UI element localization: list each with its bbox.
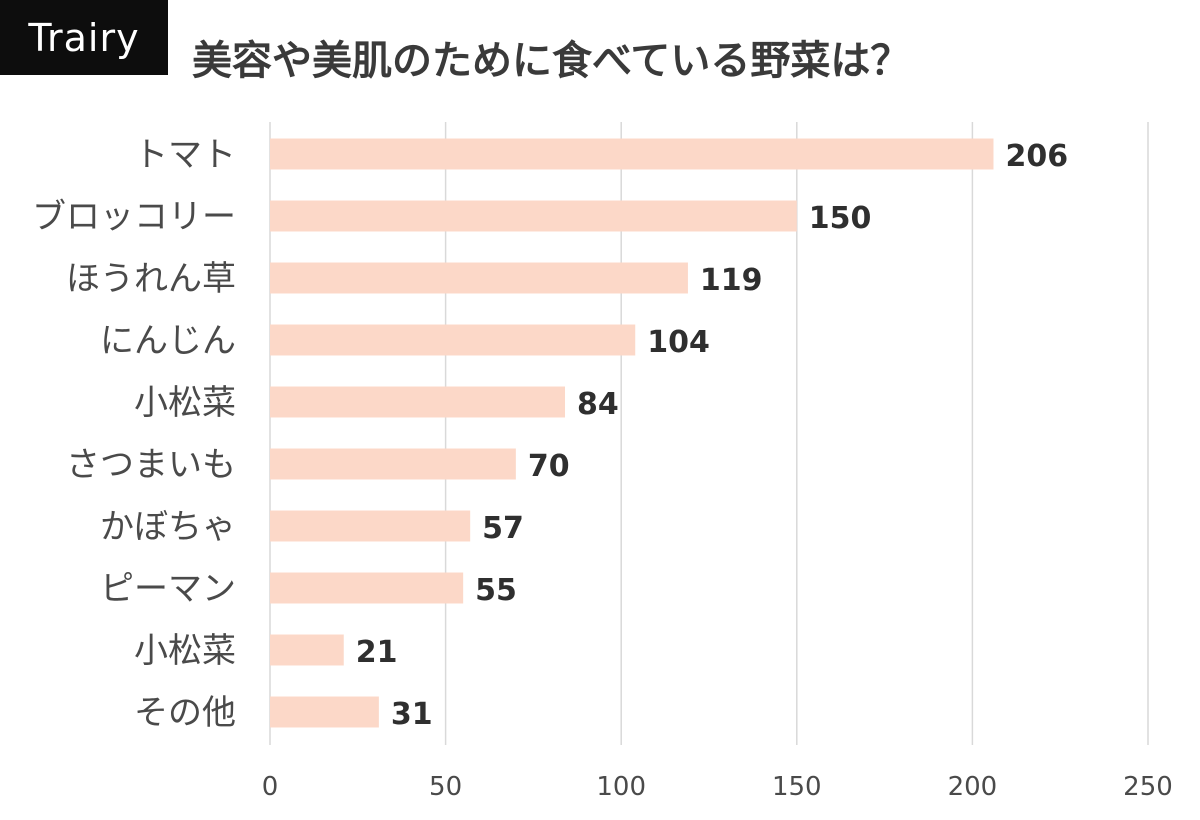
- category-label: ピーマン: [100, 569, 236, 609]
- value-label: 21: [356, 635, 398, 670]
- bar: [270, 138, 994, 170]
- bar: [270, 448, 516, 480]
- category-label: 小松菜: [134, 383, 236, 423]
- category-label: ブロッコリー: [32, 197, 236, 237]
- category-label: さつまいも: [66, 445, 236, 485]
- x-tick-label: 250: [1123, 772, 1173, 802]
- chart-title: 美容や美肌のために食べている野菜は？: [192, 38, 911, 84]
- category-label: 小松菜: [134, 631, 236, 671]
- value-label: 104: [647, 325, 710, 360]
- category-label: にんじん: [100, 321, 236, 361]
- value-label: 150: [809, 201, 872, 236]
- bar: [270, 262, 688, 294]
- category-label: その他: [134, 693, 236, 733]
- bar: [270, 510, 471, 542]
- value-label: 57: [482, 511, 524, 546]
- bar: [270, 696, 379, 728]
- value-label: 119: [700, 263, 763, 298]
- value-label: 84: [577, 387, 619, 422]
- bar: [270, 200, 797, 232]
- bar: [270, 324, 636, 356]
- x-tick-label: 200: [948, 772, 998, 802]
- value-label: 206: [1005, 139, 1068, 174]
- value-label: 55: [475, 573, 517, 608]
- value-label: 31: [391, 697, 433, 732]
- x-tick-label: 0: [262, 772, 279, 802]
- x-tick-label: 50: [429, 772, 462, 802]
- brand-logo: Trairy: [0, 0, 168, 75]
- x-tick-label: 150: [772, 772, 822, 802]
- bar: [270, 572, 464, 604]
- value-label: 70: [528, 449, 570, 484]
- bar: [270, 386, 566, 418]
- bar: [270, 634, 344, 666]
- category-label: トマト: [134, 135, 236, 175]
- x-tick-label: 100: [596, 772, 646, 802]
- category-label: ほうれん草: [66, 259, 236, 299]
- category-label: かぼちゃ: [100, 507, 236, 547]
